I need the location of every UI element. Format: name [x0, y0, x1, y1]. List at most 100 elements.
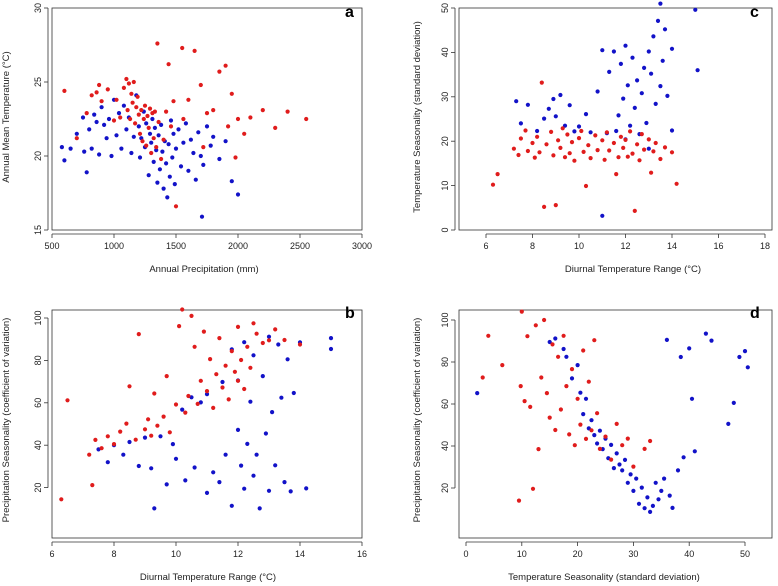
- data-point-blue: [639, 91, 644, 96]
- data-point-blue: [614, 128, 619, 134]
- data-point-blue: [662, 476, 667, 481]
- panel-b-ticks: 6 8 10 12 14 16 20 40 60 80 100: [33, 310, 367, 559]
- data-point-blue: [251, 353, 256, 358]
- data-point-blue: [304, 486, 309, 491]
- data-point-blue: [211, 470, 216, 475]
- panel-b-xlabel: Diurnal Temperature Range (°C): [140, 572, 276, 583]
- data-point-blue: [669, 46, 675, 51]
- data-point-blue: [632, 105, 637, 110]
- data-point-red: [611, 140, 617, 146]
- data-point-blue: [266, 488, 272, 493]
- data-point-blue: [589, 418, 594, 423]
- data-point-red: [614, 421, 619, 426]
- data-point-red: [155, 423, 160, 428]
- data-point-red: [575, 396, 580, 401]
- data-point-blue: [658, 1, 663, 6]
- data-point-red: [99, 99, 104, 104]
- data-point-blue: [285, 357, 290, 362]
- data-point-red: [245, 344, 250, 349]
- data-point-red: [516, 152, 521, 158]
- y-tick-label: 20: [440, 483, 450, 493]
- panel-c-points: [490, 1, 700, 218]
- data-point-red: [560, 126, 565, 131]
- data-point-blue: [142, 435, 148, 440]
- data-point-red: [285, 109, 290, 114]
- data-point-blue: [166, 142, 171, 147]
- data-point-blue: [263, 431, 268, 436]
- data-point-red: [632, 208, 637, 213]
- data-point-blue: [611, 49, 617, 54]
- data-point-blue: [655, 18, 661, 23]
- x-tick-label: 12: [233, 549, 243, 559]
- data-point-blue: [59, 145, 64, 150]
- data-point-red: [304, 116, 309, 122]
- data-point-blue: [94, 119, 99, 125]
- data-point-red: [133, 437, 138, 442]
- data-point-red: [192, 344, 197, 349]
- data-point-red: [229, 349, 234, 354]
- data-point-blue: [731, 400, 736, 405]
- data-point-red: [233, 155, 238, 160]
- data-point-red: [669, 150, 675, 155]
- data-point-red: [537, 150, 542, 155]
- data-point-red: [579, 128, 584, 134]
- data-point-blue: [178, 164, 184, 169]
- data-point-red: [646, 137, 651, 142]
- data-point-red: [297, 342, 303, 347]
- data-point-blue: [137, 155, 143, 160]
- data-point-red: [223, 63, 228, 68]
- data-point-blue: [152, 125, 157, 130]
- x-tick-label: 10: [517, 549, 527, 559]
- data-point-blue: [176, 127, 181, 132]
- x-tick-label: 8: [530, 241, 535, 251]
- data-point-blue: [576, 124, 582, 129]
- data-point-red: [602, 157, 607, 162]
- y-tick-label: 20: [33, 151, 43, 161]
- data-point-blue: [600, 48, 605, 53]
- data-point-red: [130, 100, 135, 105]
- data-point-red: [564, 384, 569, 389]
- data-point-red: [62, 88, 67, 93]
- panel-d-xlabel: Temperature Seasonality (standard deviat…: [508, 572, 700, 583]
- data-point-red: [140, 139, 145, 144]
- data-point-blue: [709, 338, 714, 343]
- data-point-red: [127, 384, 132, 389]
- panel-b: b Diurnal Temperature Range (°C) Precipi…: [1, 305, 367, 583]
- data-point-red: [129, 91, 134, 96]
- data-point-blue: [131, 134, 136, 139]
- data-point-red: [239, 357, 244, 363]
- data-point-blue: [172, 182, 177, 187]
- data-point-blue: [595, 441, 600, 446]
- panel-c-label: c: [750, 4, 759, 21]
- data-point-red: [480, 375, 485, 380]
- data-point-blue: [119, 146, 124, 151]
- data-point-blue: [687, 346, 692, 351]
- data-point-red: [495, 172, 500, 177]
- data-point-red: [536, 447, 541, 452]
- data-point-red: [235, 378, 241, 383]
- data-point-red: [149, 433, 154, 438]
- data-point-red: [576, 136, 582, 141]
- data-point-blue: [170, 442, 175, 447]
- x-tick-label: 500: [44, 241, 59, 251]
- data-point-blue: [151, 159, 156, 164]
- data-point-red: [161, 137, 166, 142]
- data-point-blue: [564, 354, 569, 359]
- data-point-blue: [266, 334, 272, 339]
- data-point-red: [648, 438, 653, 444]
- y-tick-label: 60: [440, 399, 450, 409]
- data-point-red: [97, 82, 102, 88]
- data-point-red: [583, 183, 589, 189]
- data-point-red: [490, 182, 496, 187]
- data-point-red: [621, 145, 626, 150]
- data-point-red: [186, 393, 191, 399]
- data-point-red: [111, 442, 117, 447]
- panel-a-xlabel: Annual Precipitation (mm): [149, 264, 258, 275]
- data-point-red: [651, 149, 656, 154]
- data-point-blue: [681, 455, 686, 460]
- y-tick-label: 60: [33, 398, 43, 408]
- data-point-red: [518, 136, 524, 141]
- data-point-blue: [542, 116, 547, 121]
- data-point-red: [235, 324, 241, 329]
- x-tick-label: 2500: [290, 241, 310, 251]
